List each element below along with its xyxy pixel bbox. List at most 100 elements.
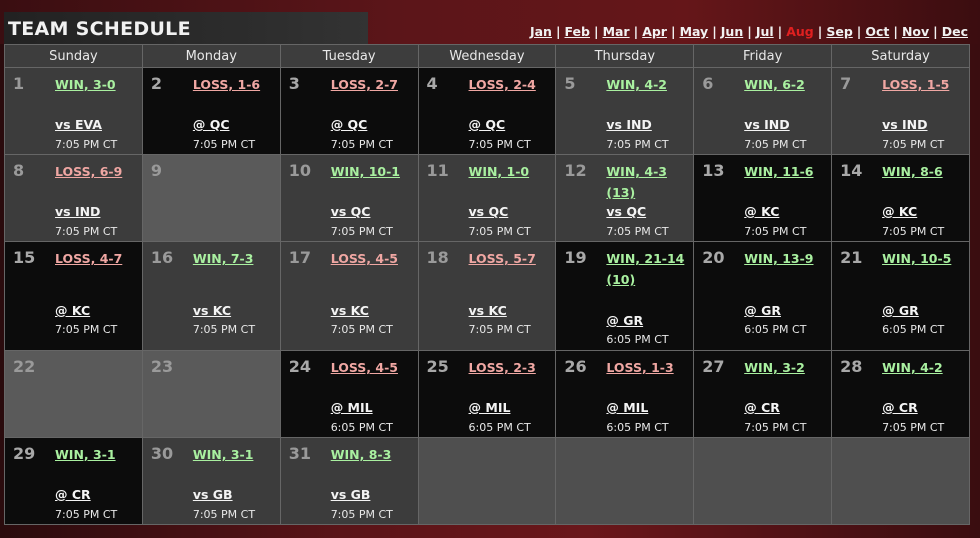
- game-result-link[interactable]: WIN, 10-1: [330, 164, 400, 179]
- opponent-link[interactable]: @ GR: [744, 303, 781, 318]
- calendar-grid: Sunday Monday Tuesday Wednesday Thursday Frid…: [4, 44, 970, 525]
- game-result-link[interactable]: WIN, 4-2: [606, 77, 667, 92]
- game-result-link[interactable]: WIN, 3-2: [744, 360, 805, 375]
- game-result-link[interactable]: WIN, 8-3: [330, 447, 392, 462]
- opponent-link[interactable]: vs IND: [882, 117, 928, 132]
- month-link-jan[interactable]: Jan: [529, 24, 552, 39]
- opponent-link[interactable]: @ QC: [192, 117, 230, 132]
- opponent-link[interactable]: vs KC: [468, 303, 507, 318]
- opponent-link[interactable]: vs KC: [330, 303, 369, 318]
- day-number: 9: [150, 161, 162, 180]
- game-time: 7:05 PM CT: [192, 508, 256, 521]
- game-time: 7:05 PM CT: [192, 138, 256, 151]
- game-result-link[interactable]: LOSS, 6-9: [55, 164, 123, 179]
- opponent-link[interactable]: vs EVA: [55, 117, 102, 132]
- opponent-link[interactable]: @ MIL: [468, 400, 511, 415]
- opponent-link[interactable]: @ MIL: [606, 400, 649, 415]
- month-link-sep[interactable]: Sep: [826, 24, 853, 39]
- game-result-link[interactable]: LOSS, 1-5: [882, 77, 950, 92]
- empty-day-cell: [831, 437, 970, 525]
- opponent-link[interactable]: vs IND: [744, 117, 790, 132]
- game-result-link[interactable]: WIN, 13-9: [744, 251, 814, 266]
- month-link-jun[interactable]: Jun: [720, 24, 744, 39]
- day-number: 17: [288, 248, 311, 267]
- day-cell-18: 18 LOSS, 5-7 vs KC 7:05 PM CT: [417, 241, 557, 351]
- opponent-link[interactable]: vs IND: [55, 204, 101, 219]
- opponent-link[interactable]: vs QC: [330, 204, 371, 219]
- empty-day-cell: [417, 437, 557, 525]
- opponent-link[interactable]: @ KC: [55, 303, 91, 318]
- game-time: 6:05 PM CT: [606, 421, 669, 434]
- game-result-link[interactable]: LOSS, 2-7: [330, 77, 398, 92]
- game-result-link[interactable]: WIN, 21-14 (10): [606, 251, 685, 287]
- game-result-link[interactable]: WIN, 3-1: [192, 447, 254, 462]
- month-link-feb[interactable]: Feb: [564, 24, 590, 39]
- opponent-link[interactable]: @ CR: [882, 400, 918, 415]
- opponent-link[interactable]: @ CR: [55, 487, 91, 502]
- game-result-link[interactable]: WIN, 3-0: [55, 77, 116, 92]
- game-result-link[interactable]: LOSS, 1-6: [192, 77, 261, 92]
- opponent-link[interactable]: vs IND: [606, 117, 652, 132]
- opponent-link[interactable]: @ GR: [882, 303, 919, 318]
- opponent-link[interactable]: vs GB: [330, 487, 371, 502]
- day-cell-19: 19 WIN, 21-14 (10) @ GR 6:05 PM CT: [555, 241, 695, 351]
- game-time: 7:05 PM CT: [468, 225, 531, 238]
- game-result-link[interactable]: WIN, 4-3 (13): [606, 164, 667, 200]
- opponent-link[interactable]: @ MIL: [330, 400, 373, 415]
- month-link-apr[interactable]: Apr: [642, 24, 667, 39]
- opponent-link[interactable]: @ QC: [330, 117, 368, 132]
- day-number: 14: [840, 161, 863, 180]
- opponent-link[interactable]: vs KC: [192, 303, 232, 318]
- opponent-link[interactable]: vs QC: [606, 204, 647, 219]
- day-cell-3: 3 LOSS, 2-7 @ QC 7:05 PM CT: [279, 67, 419, 155]
- game-result-link[interactable]: WIN, 10-5: [882, 251, 952, 266]
- day-cell-22: 22: [4, 350, 143, 438]
- opponent-link[interactable]: vs GB: [192, 487, 233, 502]
- day-cell-15: 15 LOSS, 4-7 @ KC 7:05 PM CT: [4, 241, 143, 351]
- day-number: 3: [288, 74, 300, 93]
- month-separator: |: [933, 24, 938, 39]
- month-link-jul[interactable]: Jul: [755, 24, 774, 39]
- game-time: 6:05 PM CT: [606, 333, 669, 346]
- weekday-monday: Monday: [141, 44, 281, 68]
- game-result-link[interactable]: WIN, 8-6: [882, 164, 943, 179]
- game-time: 7:05 PM CT: [882, 225, 945, 238]
- game-result-link[interactable]: LOSS, 2-3: [468, 360, 536, 375]
- month-link-mar[interactable]: Mar: [602, 24, 630, 39]
- game-time: 7:05 PM CT: [606, 138, 669, 151]
- month-link-oct[interactable]: Oct: [865, 24, 890, 39]
- month-separator: |: [777, 24, 783, 39]
- game-result-link[interactable]: LOSS, 5-7: [468, 251, 536, 266]
- game-result-link[interactable]: LOSS, 4-5: [330, 360, 398, 375]
- game-result-link[interactable]: LOSS, 1-3: [606, 360, 674, 375]
- game-result-link[interactable]: LOSS, 2-4: [468, 77, 536, 92]
- opponent-link[interactable]: @ QC: [468, 117, 506, 132]
- day-number: 5: [564, 74, 576, 93]
- opponent-link[interactable]: @ KC: [744, 204, 780, 219]
- day-number: 24: [288, 357, 311, 376]
- game-result-link[interactable]: WIN, 3-1: [55, 447, 116, 462]
- opponent-link[interactable]: @ KC: [882, 204, 918, 219]
- opponent-link[interactable]: @ GR: [606, 313, 644, 328]
- month-link-may[interactable]: May: [679, 24, 709, 39]
- weekday-saturday: Saturday: [831, 44, 970, 68]
- month-link-aug[interactable]: Aug: [786, 24, 814, 39]
- weekday-tuesday: Tuesday: [279, 44, 419, 68]
- opponent-link[interactable]: vs QC: [468, 204, 509, 219]
- game-time: 7:05 PM CT: [744, 225, 807, 238]
- day-number: 11: [426, 161, 449, 180]
- game-result-link[interactable]: LOSS, 4-7: [55, 251, 123, 266]
- game-result-link[interactable]: LOSS, 4-5: [330, 251, 398, 266]
- month-link-dec[interactable]: Dec: [941, 24, 968, 39]
- opponent-link[interactable]: @ CR: [744, 400, 780, 415]
- game-result-link[interactable]: WIN, 11-6: [744, 164, 814, 179]
- game-result-link[interactable]: WIN, 1-0: [468, 164, 530, 179]
- game-result-link[interactable]: WIN, 7-3: [192, 251, 254, 266]
- day-cell-28: 28 WIN, 4-2 @ CR 7:05 PM CT: [831, 350, 970, 438]
- day-cell-1: 1 WIN, 3-0 vs EVA 7:05 PM CT: [4, 67, 143, 155]
- month-link-nov[interactable]: Nov: [901, 24, 930, 39]
- day-number: 6: [702, 74, 714, 93]
- game-result-link[interactable]: WIN, 4-2: [882, 360, 943, 375]
- day-cell-5: 5 WIN, 4-2 vs IND 7:05 PM CT: [555, 67, 695, 155]
- game-result-link[interactable]: WIN, 6-2: [744, 77, 805, 92]
